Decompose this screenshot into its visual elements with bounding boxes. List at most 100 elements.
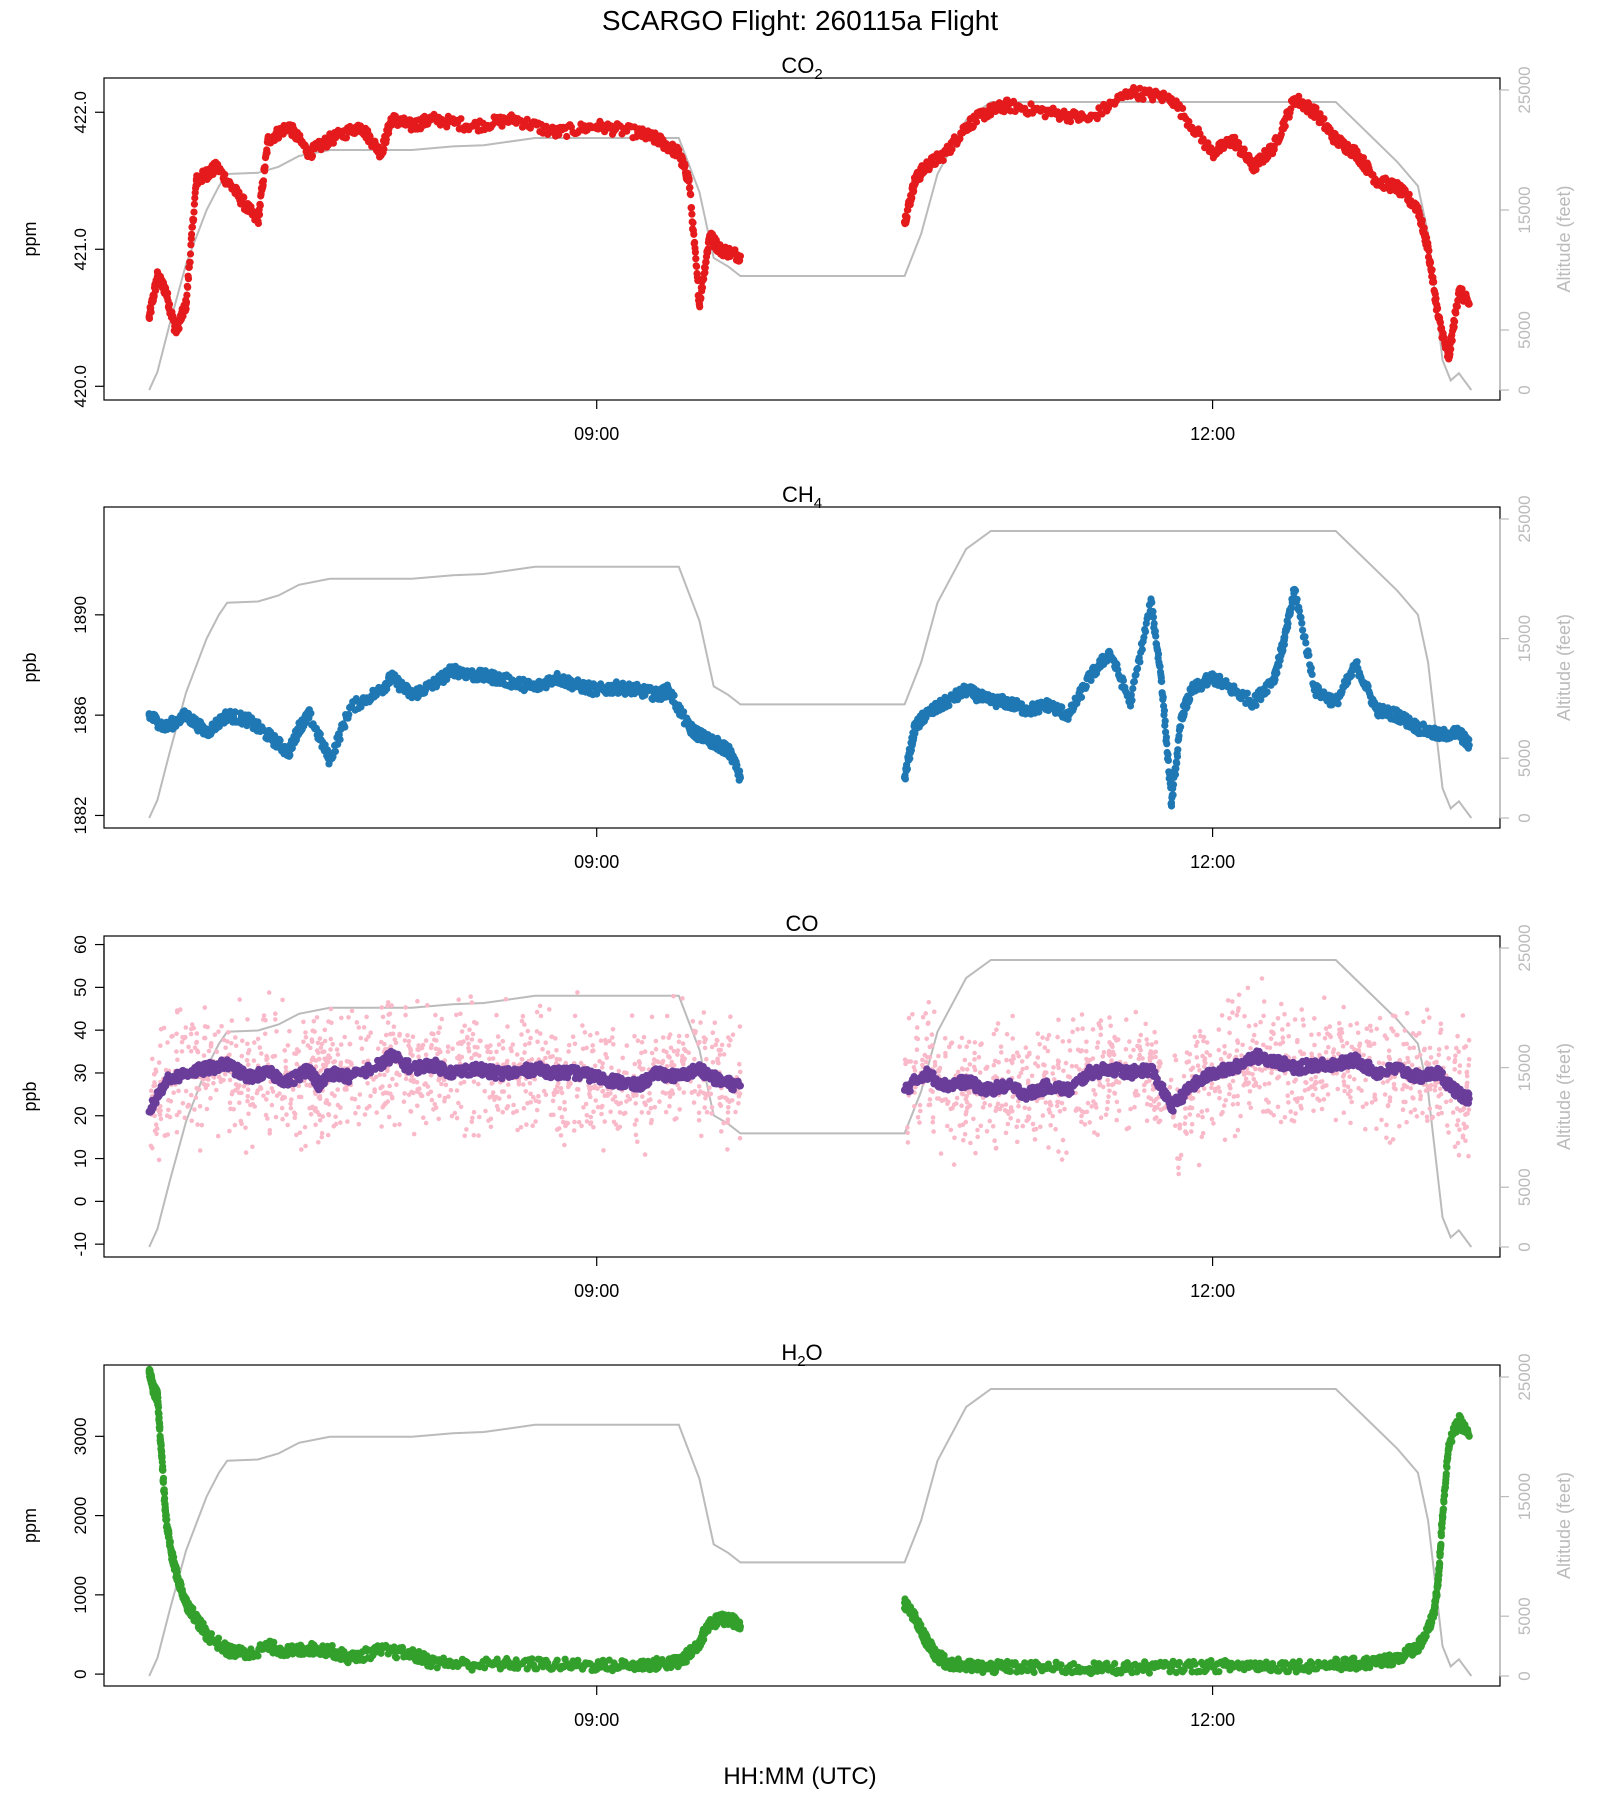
raw-data-point: [1014, 1124, 1019, 1130]
data-point: [264, 136, 272, 144]
raw-data-point: [536, 1093, 541, 1099]
raw-data-point: [972, 1050, 977, 1056]
raw-data-point: [274, 1029, 279, 1034]
raw-data-point: [455, 1055, 460, 1061]
raw-data-point: [1067, 1074, 1073, 1080]
data-point: [1418, 216, 1426, 224]
raw-data-point: [1054, 1103, 1060, 1109]
raw-data-point: [516, 1079, 522, 1084]
raw-data-point: [265, 1090, 271, 1096]
raw-data-point: [572, 1013, 578, 1019]
data-point: [231, 708, 239, 716]
raw-data-point: [550, 1098, 556, 1104]
raw-data-point: [618, 1100, 623, 1106]
raw-data-point: [680, 1041, 686, 1046]
data-point: [285, 749, 293, 757]
data-point: [983, 696, 991, 704]
data-point: [1173, 759, 1181, 767]
raw-data-point: [1014, 1050, 1020, 1055]
raw-data-point: [475, 1045, 480, 1050]
raw-data-point: [701, 1035, 707, 1040]
raw-data-point: [232, 1122, 238, 1128]
raw-data-point: [726, 1043, 732, 1048]
data-point: [1359, 154, 1367, 162]
raw-data-point: [1066, 1038, 1072, 1044]
raw-data-point: [272, 1053, 278, 1059]
raw-data-point: [288, 1105, 294, 1111]
data-point: [593, 122, 601, 130]
raw-data-point: [649, 1050, 655, 1056]
raw-data-point: [995, 1021, 1001, 1026]
raw-data-point: [471, 1132, 477, 1138]
raw-data-point: [633, 1132, 639, 1138]
raw-data-point: [527, 1081, 533, 1086]
data-point: [1188, 686, 1196, 694]
raw-data-point: [161, 1025, 167, 1031]
raw-data-point: [488, 1124, 494, 1130]
raw-data-point: [954, 1101, 959, 1106]
raw-data-point: [642, 1100, 647, 1106]
data-point: [449, 666, 457, 674]
raw-data-point: [301, 1039, 306, 1045]
data-point: [1281, 122, 1289, 130]
raw-data-point: [1105, 1099, 1111, 1105]
raw-data-point: [600, 1103, 605, 1109]
raw-data-point: [445, 1049, 451, 1054]
raw-data-point: [942, 1036, 948, 1041]
raw-data-point: [564, 1120, 569, 1126]
data-point: [685, 724, 693, 732]
raw-data-point: [431, 1031, 436, 1037]
raw-data-point: [269, 1086, 275, 1091]
raw-data-point: [677, 1086, 682, 1091]
raw-data-point: [691, 1100, 697, 1105]
raw-data-point: [273, 1017, 278, 1022]
raw-data-point: [208, 1042, 214, 1048]
raw-data-point: [385, 1020, 391, 1025]
raw-data-point: [1056, 1017, 1061, 1023]
raw-data-point: [946, 1099, 951, 1105]
raw-data-point: [1019, 1059, 1025, 1064]
raw-data-point: [461, 1079, 467, 1085]
raw-data-point: [1144, 1118, 1150, 1124]
raw-data-point: [466, 1041, 471, 1047]
data-point: [1162, 733, 1170, 741]
raw-data-point: [246, 1111, 251, 1117]
raw-data-point: [1124, 1017, 1129, 1022]
raw-data-point: [926, 999, 932, 1005]
raw-data-point: [1047, 1099, 1053, 1105]
raw-data-point: [193, 1095, 199, 1100]
raw-data-point: [737, 1061, 742, 1067]
raw-data-point: [669, 1063, 674, 1068]
data-point: [563, 132, 571, 141]
panel-title-subscript: 4: [814, 495, 822, 512]
raw-data-point: [425, 1091, 431, 1097]
data-point: [1447, 345, 1455, 353]
raw-data-point: [1026, 1116, 1031, 1122]
raw-data-point: [472, 1019, 477, 1025]
raw-data-point: [923, 1059, 929, 1065]
data-point: [183, 291, 191, 299]
data-point: [1424, 245, 1432, 253]
raw-data-point: [612, 1094, 618, 1099]
raw-data-point: [971, 1116, 976, 1122]
data-point: [1311, 108, 1319, 116]
raw-data-point: [528, 1100, 533, 1105]
raw-data-point: [179, 1039, 185, 1045]
data-point: [469, 671, 478, 679]
raw-data-point: [246, 1047, 252, 1053]
raw-data-point: [964, 1093, 969, 1099]
raw-data-point: [692, 1056, 697, 1062]
raw-data-point: [415, 998, 420, 1004]
raw-data-point: [380, 1104, 386, 1110]
raw-data-point: [1114, 1079, 1120, 1085]
raw-data-point: [588, 1032, 593, 1038]
altitude-axis-label: Altitude (feet): [1554, 614, 1574, 721]
data-point: [942, 149, 950, 157]
data-point: [901, 774, 909, 782]
raw-data-point: [266, 990, 272, 995]
raw-data-point: [262, 1031, 268, 1037]
raw-data-point: [728, 1014, 733, 1019]
raw-data-point: [506, 1094, 512, 1099]
raw-data-point: [335, 1102, 341, 1108]
raw-data-point: [696, 1118, 702, 1123]
